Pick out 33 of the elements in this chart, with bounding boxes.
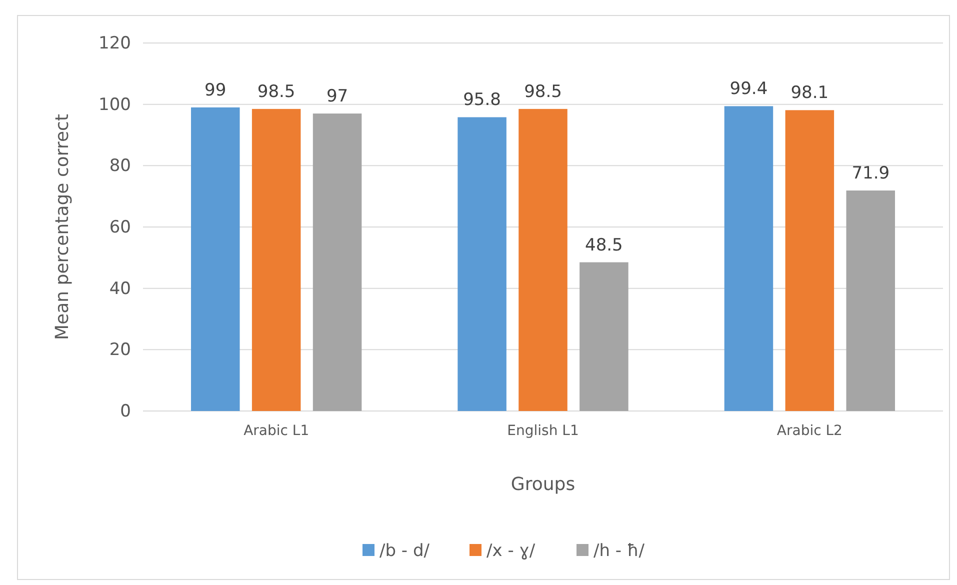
y-tick-label: 80: [109, 156, 131, 176]
legend-label: /x - ɣ/: [486, 541, 536, 561]
legend-label: /b - d/: [380, 541, 430, 561]
data-label: 97: [326, 86, 348, 107]
y-tick-label: 100: [98, 94, 131, 115]
x-axis-title: Groups: [510, 474, 576, 495]
x-tick-label: Arabic L1: [244, 422, 310, 439]
bar: [580, 262, 628, 411]
data-label: 98.1: [790, 83, 829, 104]
data-label: 99.4: [730, 79, 768, 100]
data-label: 48.5: [585, 235, 623, 256]
y-tick-label: 60: [109, 217, 131, 238]
x-tick-label: English L1: [507, 422, 579, 439]
bar: [518, 108, 568, 411]
y-tick-label: 40: [109, 278, 131, 299]
x-tick-label: Arabic L2: [776, 422, 842, 439]
bar: [458, 117, 506, 411]
data-label: 98.5: [524, 82, 562, 102]
bar: [785, 110, 834, 411]
y-tick-label: 0: [120, 401, 131, 422]
data-label: 71.9: [852, 164, 890, 184]
y-tick-label: 120: [98, 33, 131, 54]
data-label: 95.8: [463, 90, 501, 110]
bar: [312, 114, 362, 411]
bar: [252, 108, 301, 411]
data-label: 99: [204, 80, 226, 100]
y-tick-label: 20: [109, 340, 131, 360]
bar: [724, 106, 774, 411]
y-axis-title: Mean percentage correct: [52, 114, 73, 340]
data-label: 98.5: [257, 82, 296, 102]
legend-label: /h - ħ/: [594, 541, 645, 561]
bar: [846, 190, 895, 411]
bar: [191, 107, 240, 411]
